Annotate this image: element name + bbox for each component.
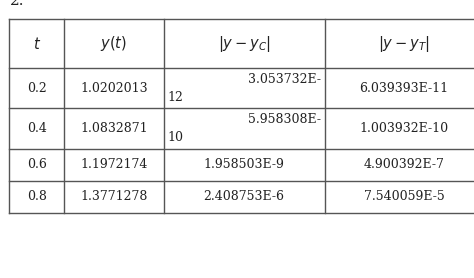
Text: 0.4: 0.4 bbox=[27, 122, 46, 135]
Text: 2.: 2. bbox=[9, 0, 24, 8]
Text: $y(t)$: $y(t)$ bbox=[100, 34, 127, 53]
Text: $|y-y_T|$: $|y-y_T|$ bbox=[378, 34, 430, 54]
Text: 4.900392E-7: 4.900392E-7 bbox=[364, 158, 445, 171]
Text: 2.408753E-6: 2.408753E-6 bbox=[204, 190, 284, 203]
Text: 6.039393E-11: 6.039393E-11 bbox=[359, 82, 449, 95]
Text: 1.0832871: 1.0832871 bbox=[80, 122, 147, 135]
Text: $t$: $t$ bbox=[33, 36, 41, 52]
Text: 1.3771278: 1.3771278 bbox=[80, 190, 147, 203]
Text: 1.1972174: 1.1972174 bbox=[80, 158, 147, 171]
Text: 3.053732E-: 3.053732E- bbox=[248, 73, 321, 86]
Text: $|y-y_C|$: $|y-y_C|$ bbox=[218, 34, 271, 54]
Text: 5.958308E-: 5.958308E- bbox=[248, 113, 321, 126]
Text: 0.8: 0.8 bbox=[27, 190, 46, 203]
Text: 12: 12 bbox=[167, 91, 183, 104]
Text: 1.003932E-10: 1.003932E-10 bbox=[359, 122, 449, 135]
Text: 0.2: 0.2 bbox=[27, 82, 46, 95]
Text: 10: 10 bbox=[167, 131, 183, 144]
Text: 0.6: 0.6 bbox=[27, 158, 46, 171]
Text: 7.540059E-5: 7.540059E-5 bbox=[364, 190, 445, 203]
Text: 1.958503E-9: 1.958503E-9 bbox=[204, 158, 284, 171]
Text: 1.0202013: 1.0202013 bbox=[80, 82, 147, 95]
